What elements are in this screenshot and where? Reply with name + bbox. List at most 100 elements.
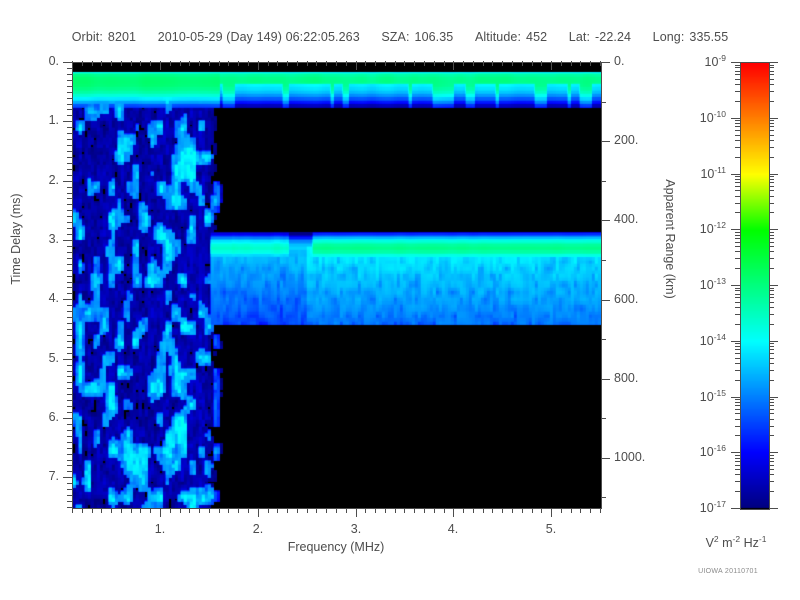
y-axis-right-tick-label: 600. xyxy=(614,292,639,306)
colorbar-minor-tick-left xyxy=(735,413,740,414)
colorbar-minor-tick-right xyxy=(769,126,774,127)
colorbar-gradient xyxy=(741,63,769,509)
colorbar-minor-tick-left xyxy=(735,409,740,410)
header-value-datetime: 2010-05-29 (Day 149) 06:22:05.263 xyxy=(157,30,360,44)
colorbar-minor-tick-left xyxy=(735,140,740,141)
x-axis-minor-tick-top xyxy=(541,61,542,66)
colorbar-minor-tick-right xyxy=(769,212,774,213)
colorbar-minor-tick-left xyxy=(735,370,740,371)
colorbar-minor-tick-right xyxy=(769,469,774,470)
colorbar-minor-tick-left xyxy=(735,455,740,456)
colorbar-minor-tick-left xyxy=(735,343,740,344)
colorbar-tick-base: 10 xyxy=(704,55,719,70)
x-axis-minor-tick xyxy=(140,508,141,513)
y-axis-minor-tick xyxy=(67,282,72,283)
x-axis-minor-tick xyxy=(316,508,317,513)
y-axis-minor-tick xyxy=(67,323,72,324)
y-axis-tick-label: 0. xyxy=(48,54,59,68)
header-value-sza: 106.35 xyxy=(414,30,454,44)
colorbar-major-tick-right xyxy=(769,118,778,119)
colorbar-minor-tick-right xyxy=(769,307,774,308)
y-axis-minor-tick xyxy=(67,460,72,461)
colorbar-minor-tick-left xyxy=(735,426,740,427)
header-label-orbit: Orbit: xyxy=(71,30,103,44)
colorbar-tick-exponent: -10 xyxy=(713,109,726,119)
colorbar-minor-tick-left xyxy=(735,461,740,462)
colorbar-minor-tick-right xyxy=(769,474,774,475)
header-value-orbit: 8201 xyxy=(107,30,137,44)
x-axis-minor-tick-top xyxy=(209,61,210,66)
x-axis-minor-tick xyxy=(375,508,376,513)
colorbar-major-tick-right xyxy=(769,285,778,286)
y-axis-minor-tick xyxy=(67,74,72,75)
colorbar-minor-tick-left xyxy=(735,196,740,197)
x-axis-minor-tick xyxy=(170,508,171,513)
y-axis-minor-tick xyxy=(67,258,72,259)
header-label-long: Long: xyxy=(652,30,685,44)
colorbar-minor-tick-right xyxy=(769,65,774,66)
y-axis-minor-tick xyxy=(67,115,72,116)
x-axis-major-tick-top xyxy=(453,61,454,70)
colorbar-minor-tick-left xyxy=(735,130,740,131)
colorbar-major-tick-left xyxy=(731,174,740,175)
y-axis-tick-label: 6. xyxy=(48,410,59,424)
colorbar-minor-tick-left xyxy=(735,353,740,354)
colorbar-minor-tick-right xyxy=(769,84,774,85)
y-axis-right-major-tick xyxy=(601,379,610,380)
colorbar-major-tick-left xyxy=(731,229,740,230)
colorbar-minor-tick-left xyxy=(735,481,740,482)
colorbar-tick-label: 10-11 xyxy=(664,165,726,181)
colorbar-tick-base: 10 xyxy=(699,445,714,460)
x-axis-minor-tick-top xyxy=(121,61,122,66)
colorbar-minor-tick-left xyxy=(735,74,740,75)
colorbar-minor-tick-right xyxy=(769,302,774,303)
colorbar-minor-tick-left xyxy=(735,405,740,406)
colorbar-minor-tick-right xyxy=(769,380,774,381)
colorbar-minor-tick-left xyxy=(735,67,740,68)
y-axis-minor-tick xyxy=(67,400,72,401)
y-axis-minor-tick xyxy=(67,353,72,354)
colorbar-minor-tick-left xyxy=(735,307,740,308)
colorbar-minor-tick-right xyxy=(769,409,774,410)
y-axis-minor-tick xyxy=(67,311,72,312)
colorbar-tick-exponent: -12 xyxy=(713,220,726,230)
x-axis-minor-tick-top xyxy=(101,61,102,66)
y-axis-minor-tick xyxy=(67,175,72,176)
colorbar-tick-label: 10-16 xyxy=(664,443,726,459)
colorbar-minor-tick-right xyxy=(769,268,774,269)
y-axis-minor-tick xyxy=(67,489,72,490)
colorbar-minor-tick-right xyxy=(769,130,774,131)
x-axis-minor-tick xyxy=(297,508,298,513)
x-axis-major-tick xyxy=(356,508,357,517)
colorbar-minor-tick-left xyxy=(735,399,740,400)
x-axis-minor-tick xyxy=(82,508,83,513)
colorbar-tick-label: 10-14 xyxy=(664,332,726,348)
x-axis-tick-label: 1. xyxy=(154,522,166,536)
x-axis-minor-tick-top xyxy=(189,61,190,66)
colorbar-minor-tick-right xyxy=(769,232,774,233)
colorbar-minor-tick-right xyxy=(769,196,774,197)
header-label-lat: Lat: xyxy=(568,30,591,44)
x-axis-tick-label: 3. xyxy=(350,522,362,536)
colorbar-minor-tick-left xyxy=(735,71,740,72)
y-axis-minor-tick xyxy=(67,276,72,277)
x-axis-title: Frequency (MHz) xyxy=(287,540,385,554)
colorbar-minor-tick-left xyxy=(735,212,740,213)
colorbar-minor-tick-left xyxy=(735,358,740,359)
colorbar-minor-tick-left xyxy=(735,314,740,315)
x-axis-minor-tick-top xyxy=(463,61,464,66)
colorbar-minor-tick-right xyxy=(769,242,774,243)
colorbar-minor-tick-right xyxy=(769,288,774,289)
x-axis-minor-tick-top xyxy=(502,61,503,66)
colorbar-minor-tick-left xyxy=(735,182,740,183)
x-axis-minor-tick xyxy=(473,508,474,513)
colorbar-minor-tick-left xyxy=(735,147,740,148)
x-axis-minor-tick xyxy=(483,508,484,513)
colorbar-minor-tick-right xyxy=(769,370,774,371)
y-axis-minor-tick xyxy=(67,228,72,229)
x-axis-minor-tick-top xyxy=(277,61,278,66)
x-axis-major-tick-top xyxy=(551,61,552,70)
x-axis-minor-tick-top xyxy=(180,61,181,66)
x-axis-minor-tick-top xyxy=(92,61,93,66)
y-axis-right-major-tick xyxy=(601,220,610,221)
